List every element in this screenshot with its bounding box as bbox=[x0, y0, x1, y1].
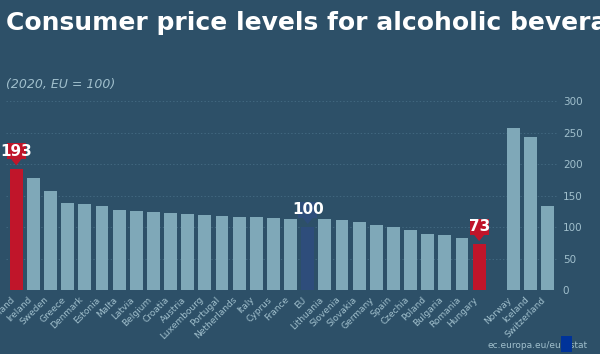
Bar bbox=[61, 203, 74, 290]
FancyBboxPatch shape bbox=[470, 219, 488, 235]
Bar bbox=[421, 234, 434, 290]
Text: (2020, EU = 100): (2020, EU = 100) bbox=[6, 78, 115, 91]
Bar bbox=[473, 244, 485, 290]
Bar bbox=[181, 214, 194, 290]
Bar bbox=[250, 217, 263, 290]
Bar bbox=[27, 178, 40, 290]
Text: 73: 73 bbox=[469, 219, 490, 234]
Bar bbox=[353, 222, 365, 290]
Bar bbox=[44, 191, 57, 290]
Bar bbox=[541, 206, 554, 290]
Bar bbox=[439, 235, 451, 290]
Bar bbox=[524, 137, 537, 290]
Bar bbox=[79, 204, 91, 290]
Bar bbox=[267, 218, 280, 290]
Bar bbox=[215, 216, 229, 290]
Bar bbox=[387, 227, 400, 290]
Bar bbox=[233, 217, 245, 290]
Bar bbox=[130, 211, 143, 290]
FancyBboxPatch shape bbox=[7, 143, 26, 159]
Bar bbox=[370, 225, 383, 290]
Text: Consumer price levels for alcoholic beverages: Consumer price levels for alcoholic beve… bbox=[6, 11, 600, 35]
Polygon shape bbox=[302, 218, 313, 224]
Bar bbox=[95, 206, 109, 290]
Bar bbox=[164, 213, 177, 290]
Text: ec.europa.eu/eurostat: ec.europa.eu/eurostat bbox=[488, 342, 588, 350]
Text: 100: 100 bbox=[292, 202, 323, 217]
Bar bbox=[10, 169, 23, 290]
Bar bbox=[113, 210, 125, 290]
FancyBboxPatch shape bbox=[298, 202, 317, 218]
Text: 193: 193 bbox=[1, 144, 32, 159]
Bar bbox=[199, 215, 211, 290]
Bar bbox=[147, 212, 160, 290]
Bar bbox=[455, 238, 469, 290]
Bar bbox=[507, 127, 520, 290]
Bar bbox=[301, 227, 314, 290]
Polygon shape bbox=[474, 235, 484, 241]
Bar bbox=[284, 219, 297, 290]
Bar bbox=[404, 230, 417, 290]
Polygon shape bbox=[11, 159, 22, 165]
Bar bbox=[319, 219, 331, 290]
Bar bbox=[335, 219, 349, 290]
